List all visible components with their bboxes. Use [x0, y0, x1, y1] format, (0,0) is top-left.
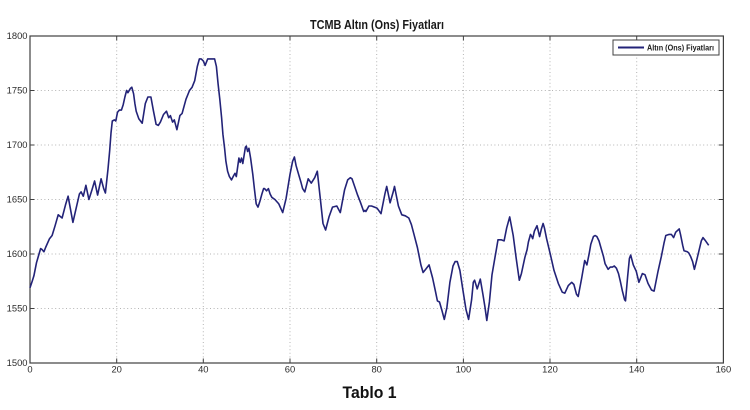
svg-text:Altın (Ons) Fiyatları: Altın (Ons) Fiyatları — [647, 42, 714, 52]
svg-text:1550: 1550 — [7, 303, 28, 314]
svg-text:40: 40 — [198, 364, 208, 375]
svg-text:1500: 1500 — [7, 357, 28, 368]
svg-text:140: 140 — [629, 364, 645, 375]
svg-text:20: 20 — [111, 364, 121, 375]
svg-text:1650: 1650 — [7, 194, 28, 205]
svg-text:Tablo 1: Tablo 1 — [343, 384, 397, 402]
svg-text:TCMB Altın (Ons) Fiyatları: TCMB Altın (Ons) Fiyatları — [310, 18, 444, 32]
svg-text:1750: 1750 — [7, 85, 28, 96]
svg-text:1800: 1800 — [7, 30, 28, 41]
svg-text:1700: 1700 — [7, 139, 28, 150]
svg-text:120: 120 — [542, 364, 558, 375]
svg-text:100: 100 — [456, 364, 472, 375]
svg-text:60: 60 — [285, 364, 295, 375]
svg-text:160: 160 — [716, 364, 732, 375]
svg-text:0: 0 — [27, 364, 32, 375]
svg-text:80: 80 — [371, 364, 381, 375]
svg-text:1600: 1600 — [7, 248, 28, 259]
